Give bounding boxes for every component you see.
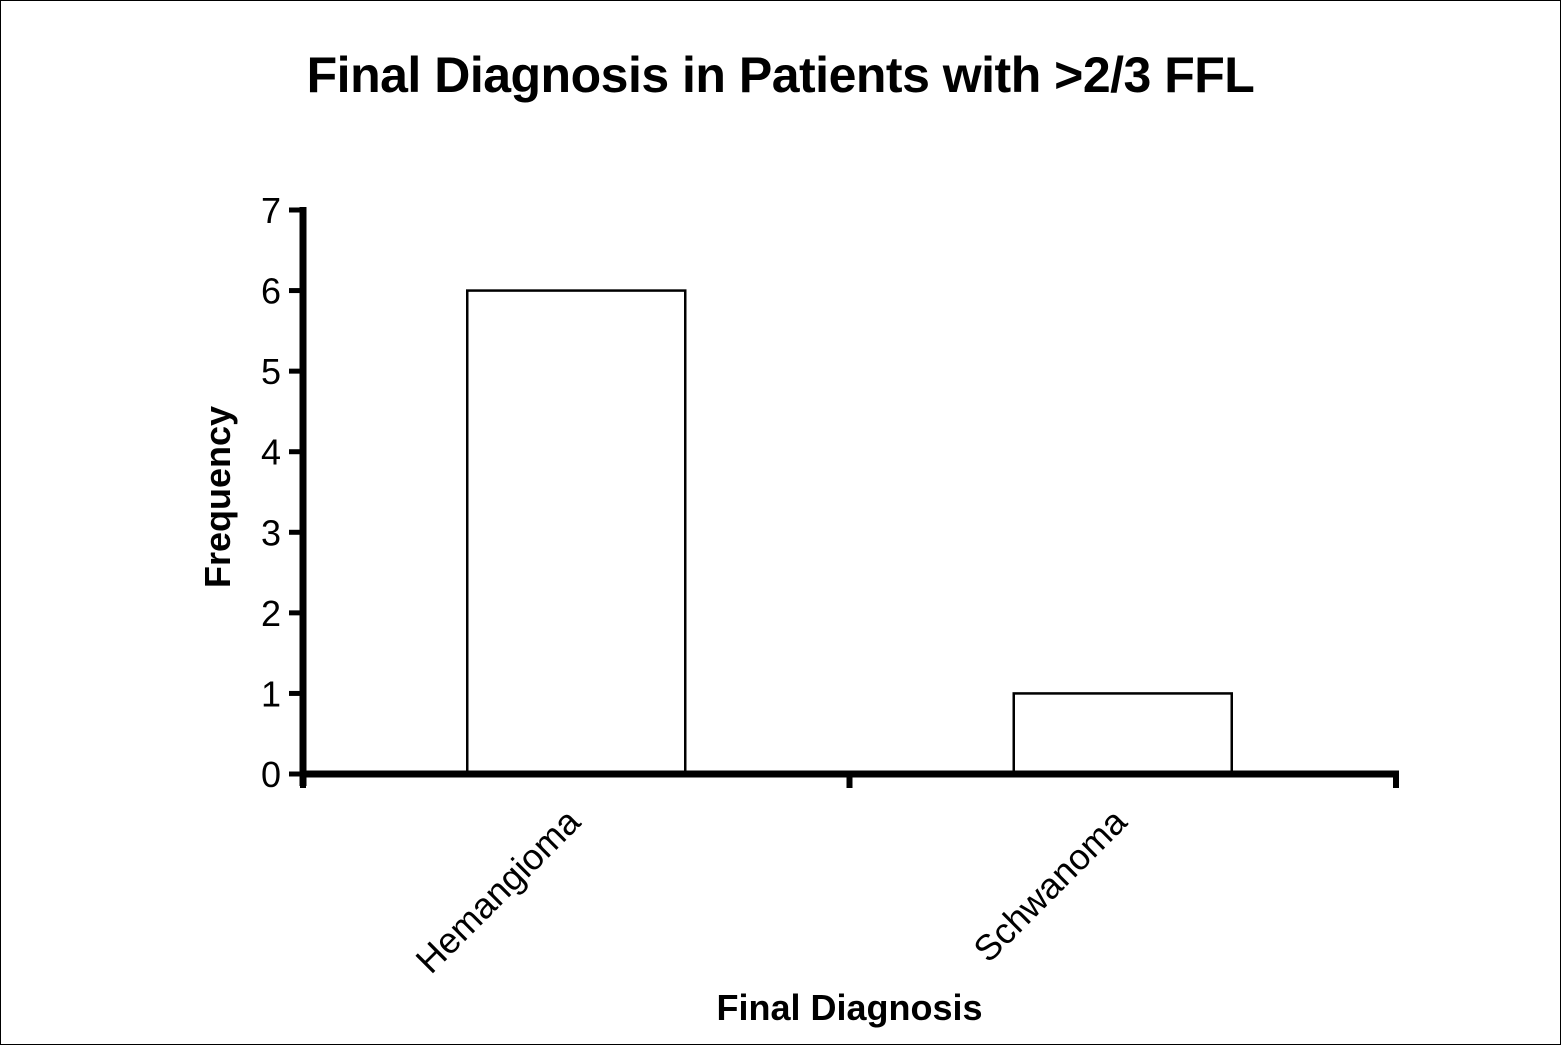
y-tick-label: 1 bbox=[261, 673, 281, 714]
x-tick-label: Hemangioma bbox=[408, 800, 589, 981]
y-axis-label: Frequency bbox=[197, 406, 238, 588]
y-tick-label: 5 bbox=[261, 351, 281, 392]
axes-layer bbox=[299, 207, 1399, 786]
bar-schwanoma bbox=[1012, 692, 1233, 776]
bar-hemangioma bbox=[466, 289, 687, 776]
y-tick-label: 0 bbox=[261, 754, 281, 795]
x-tick-label: Schwanoma bbox=[965, 800, 1135, 970]
bars-layer bbox=[466, 289, 1233, 776]
x-axis-label: Final Diagnosis bbox=[716, 987, 982, 1028]
y-tick-label: 2 bbox=[261, 593, 281, 634]
y-tick-label: 3 bbox=[261, 512, 281, 553]
x-ticks: Hemangioma Schwanoma bbox=[300, 774, 1399, 981]
y-tick-label: 4 bbox=[261, 432, 281, 473]
y-tick-label: 7 bbox=[261, 190, 281, 231]
chart-title: Final Diagnosis in Patients with >2/3 FF… bbox=[306, 47, 1255, 103]
y-tick-label: 6 bbox=[261, 271, 281, 312]
y-ticks: 0 1 2 3 4 5 6 7 bbox=[261, 190, 303, 795]
